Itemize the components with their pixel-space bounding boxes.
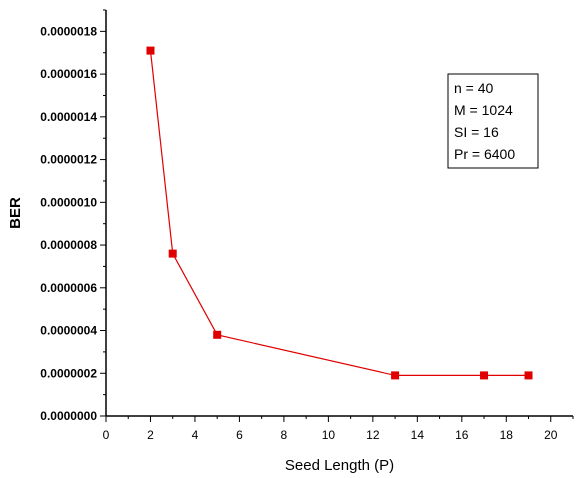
x-axis-title: Seed Length (P): [285, 457, 394, 474]
parameter-label: n = 40: [454, 80, 494, 96]
x-axis-ticks: 0 2 4 6 8 10 12 14 16 18 20: [103, 416, 574, 442]
x-tick-label: 18: [500, 428, 514, 442]
y-tick-label: 0.0000000: [40, 409, 97, 423]
y-tick-label: 0.0000018: [40, 24, 97, 38]
parameter-box-frame: [447, 73, 539, 169]
y-tick-label: 0.0000006: [40, 281, 97, 295]
y-tick-label: 0.0000012: [40, 153, 97, 167]
y-tick-label: 0.0000008: [40, 238, 97, 252]
data-point: [391, 371, 400, 380]
parameter-label: Pr = 6400: [454, 146, 515, 162]
x-tick-label: 6: [236, 428, 243, 442]
parameter-box: n = 40 M = 1024 SI = 16 Pr = 6400: [447, 73, 539, 169]
data-point: [524, 371, 533, 380]
x-tick-label: 0: [103, 428, 110, 442]
parameter-label: SI = 16: [454, 124, 499, 140]
x-tick-label: 20: [544, 428, 558, 442]
y-axis-title: BER: [7, 197, 24, 229]
x-tick-label: 2: [147, 428, 154, 442]
axes: [105, 10, 573, 417]
data-point: [168, 249, 177, 258]
y-tick-label: 0.0000016: [40, 67, 97, 81]
x-tick-label: 4: [192, 428, 199, 442]
y-tick-label: 0.0000004: [40, 324, 97, 338]
x-tick-label: 14: [411, 428, 425, 442]
x-tick-label: 10: [322, 428, 336, 442]
data-point: [213, 330, 222, 339]
y-axis-ticks: 0.0000000 0.0000002 0.0000004 0.0000006 0.00…: [40, 9, 106, 423]
x-tick-label: 12: [366, 428, 380, 442]
y-tick-label: 0.0000002: [40, 366, 97, 380]
parameter-label: M = 1024: [454, 102, 513, 118]
data-point: [480, 371, 489, 380]
series-layer: [146, 46, 533, 380]
data-point: [146, 46, 155, 55]
x-tick-label: 16: [455, 428, 469, 442]
series-line: [149, 50, 529, 376]
y-tick-label: 0.0000014: [40, 110, 97, 124]
y-tick-label: 0.0000010: [40, 195, 97, 209]
x-tick-label: 8: [281, 428, 288, 442]
